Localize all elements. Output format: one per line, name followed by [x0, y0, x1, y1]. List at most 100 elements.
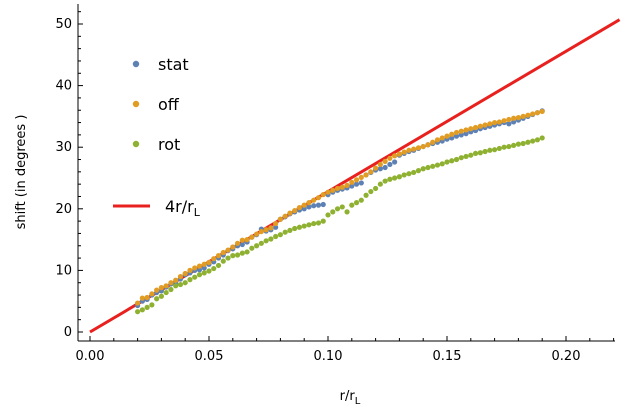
data-point-rot	[154, 296, 160, 302]
data-point-rot	[182, 280, 188, 286]
data-point-off	[287, 210, 293, 216]
data-point-off	[477, 123, 483, 129]
x-tick-label: 0.05	[195, 349, 224, 364]
data-point-off	[334, 185, 341, 192]
data-point-rot	[482, 148, 488, 155]
data-point-rot	[296, 224, 303, 230]
data-point-stat	[392, 159, 398, 165]
data-point-rot	[377, 181, 383, 187]
data-point-stat	[353, 181, 360, 187]
legend-marker-rot	[132, 140, 140, 148]
data-point-rot	[349, 202, 355, 208]
data-point-off	[296, 204, 303, 211]
data-point-rot	[201, 270, 207, 276]
x-tick-label: 0.10	[314, 349, 343, 364]
data-point-stat	[358, 180, 364, 186]
data-point-off	[249, 234, 255, 240]
data-point-off	[163, 283, 169, 289]
data-point-rot	[539, 135, 545, 141]
data-point-off	[268, 225, 274, 231]
data-point-off	[373, 165, 379, 171]
data-point-off	[506, 116, 512, 123]
data-point-rot	[415, 168, 422, 174]
data-point-rot	[158, 293, 164, 299]
data-point-off	[187, 267, 193, 273]
data-point-rot	[230, 253, 236, 259]
data-point-off	[306, 200, 312, 206]
data-point-rot	[425, 164, 431, 171]
data-point-rot	[420, 166, 426, 172]
data-point-off	[534, 110, 541, 116]
data-point-rot	[411, 169, 417, 176]
data-point-rot	[363, 192, 369, 198]
data-point-stat	[201, 265, 207, 271]
data-point-rot	[292, 225, 298, 232]
data-point-off	[201, 261, 207, 267]
data-point-off	[196, 263, 203, 269]
data-point-rot	[225, 255, 231, 261]
data-point-off	[315, 195, 322, 201]
data-point-stat	[273, 224, 279, 230]
data-point-off	[430, 139, 436, 145]
data-point-rot	[434, 162, 441, 168]
y-tick-label: 10	[55, 263, 72, 278]
data-point-rot	[439, 161, 445, 167]
x-axis-label-subscript: L	[355, 396, 361, 407]
data-point-rot	[477, 150, 483, 156]
data-points	[135, 108, 545, 315]
data-point-rot	[530, 138, 536, 144]
data-point-off	[392, 153, 398, 159]
data-point-stat	[311, 203, 317, 209]
data-point-rot	[196, 272, 203, 278]
data-point-rot	[135, 309, 141, 315]
data-point-off	[320, 192, 326, 198]
data-point-rot	[496, 145, 502, 152]
data-point-off	[520, 113, 526, 119]
data-point-rot	[163, 289, 169, 296]
data-point-rot	[468, 152, 474, 158]
data-point-off	[515, 115, 522, 121]
data-point-rot	[249, 245, 255, 251]
data-point-off	[192, 265, 198, 271]
data-point-rot	[449, 158, 455, 164]
data-point-rot	[139, 307, 145, 313]
data-point-off	[211, 256, 217, 262]
data-point-off	[387, 155, 393, 161]
data-point-off	[225, 247, 231, 253]
data-point-rot	[358, 197, 364, 203]
y-tick-label: 20	[55, 202, 72, 217]
data-point-rot	[344, 209, 350, 215]
data-point-off	[368, 169, 374, 175]
data-point-rot	[501, 144, 507, 150]
data-point-rot	[301, 223, 307, 229]
data-point-off	[206, 259, 212, 265]
data-point-off	[401, 149, 407, 155]
data-point-off	[492, 119, 498, 126]
data-point-off	[244, 237, 250, 243]
data-point-rot	[273, 233, 279, 240]
data-point-rot	[463, 153, 469, 160]
data-point-off	[182, 270, 188, 277]
data-point-stat	[320, 201, 326, 208]
data-point-off	[458, 128, 464, 134]
data-point-off	[230, 244, 236, 250]
data-point-off	[415, 145, 422, 151]
data-point-rot	[206, 268, 212, 274]
x-tick-label: 0.20	[552, 349, 581, 364]
data-point-off	[168, 280, 174, 286]
data-point-rot	[306, 222, 312, 228]
x-axis-label: r/rL	[340, 389, 361, 407]
data-point-rot	[534, 137, 541, 143]
data-point-rot	[339, 204, 345, 210]
data-point-rot	[373, 185, 379, 192]
data-point-off	[377, 161, 383, 168]
data-point-rot	[144, 304, 150, 310]
data-point-rot	[392, 175, 398, 181]
data-point-stat	[458, 132, 464, 138]
data-point-off	[396, 151, 402, 157]
plot-area: 0.00 0.05 0.10 0.15 0.20 0 10 20 30 40 50	[55, 4, 621, 364]
data-point-rot	[444, 159, 450, 165]
data-point-off	[425, 142, 431, 148]
data-point-off	[339, 184, 345, 190]
